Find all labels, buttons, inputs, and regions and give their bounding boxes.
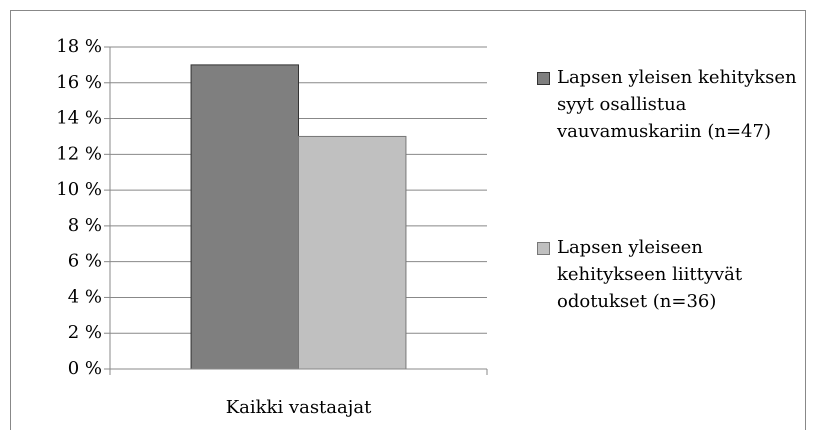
y-tick-label: 6 %	[68, 251, 102, 272]
y-tick-label: 16 %	[56, 72, 102, 93]
legend-label: Lapsen yleisen kehityksen syyt osallistu…	[557, 67, 797, 142]
legend-item: Lapsen yleisen kehityksen syyt osallistu…	[537, 64, 807, 145]
y-tick-label: 12 %	[56, 143, 102, 164]
legend-item: Lapsen yleiseen kehitykseen liittyvät od…	[537, 234, 807, 315]
y-tick-label: 10 %	[56, 179, 102, 200]
legend-swatch	[537, 72, 550, 85]
x-tick-label: Kaikki vastaajat	[226, 397, 372, 418]
y-tick-label: 0 %	[68, 358, 102, 379]
legend-swatch	[537, 242, 550, 255]
y-tick-label: 8 %	[68, 215, 102, 236]
legend-label: Lapsen yleiseen kehitykseen liittyvät od…	[557, 237, 743, 312]
bar	[298, 135, 407, 370]
y-tick-label: 2 %	[68, 322, 102, 343]
y-tick-label: 4 %	[68, 286, 102, 307]
y-tick-label: 18 %	[56, 36, 102, 57]
bar	[190, 64, 299, 370]
y-tick-label: 14 %	[56, 108, 102, 129]
chart-border	[10, 10, 806, 430]
